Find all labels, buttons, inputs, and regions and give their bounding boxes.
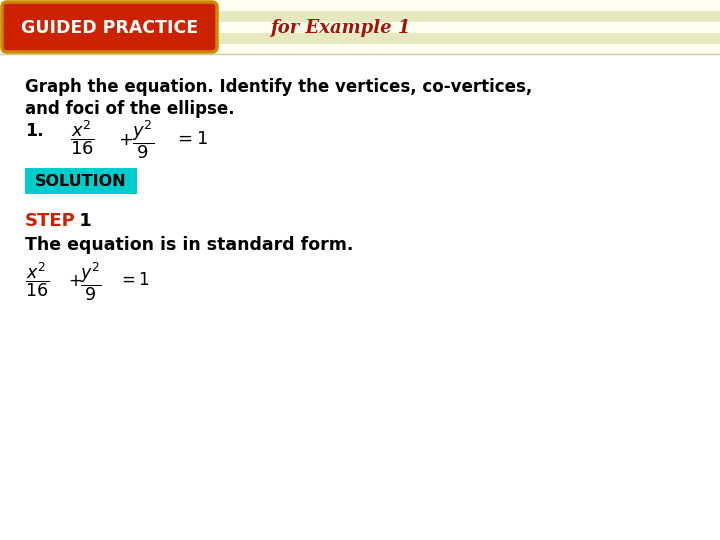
Bar (0, 231, 720, 242)
Text: 1: 1 (73, 212, 91, 230)
Bar (0, 363, 720, 374)
Bar (0, 462, 720, 473)
Bar (0, 473, 720, 484)
Bar (0, 286, 720, 297)
Text: SOLUTION: SOLUTION (35, 173, 127, 188)
Bar (0, 0, 720, 11)
Bar (0, 495, 720, 506)
Bar (0, 352, 720, 363)
Text: $\dfrac{y^2}{9}$: $\dfrac{y^2}{9}$ (80, 260, 102, 302)
Bar (0, 264, 720, 275)
Text: $= 1$: $= 1$ (174, 130, 208, 148)
Text: GUIDED PRACTICE: GUIDED PRACTICE (22, 19, 199, 37)
Bar (0, 198, 720, 209)
Bar (0, 253, 720, 264)
Bar (0, 517, 720, 528)
Bar (0, 297, 720, 308)
Bar (0, 330, 720, 341)
Text: $\dfrac{x^2}{16}$: $\dfrac{x^2}{16}$ (25, 260, 49, 299)
Bar (0, 220, 720, 231)
Bar (0, 308, 720, 319)
Text: $\dfrac{y^2}{9}$: $\dfrac{y^2}{9}$ (132, 118, 154, 161)
Text: for Example 1: for Example 1 (270, 19, 410, 37)
Text: 1.: 1. (25, 122, 44, 140)
Bar (0, 110, 720, 121)
Bar (0, 88, 720, 99)
Bar (0, 242, 720, 253)
Bar (0, 11, 720, 22)
Bar (0, 22, 720, 33)
Text: Graph the equation. Identify the vertices, co-vertices,: Graph the equation. Identify the vertice… (25, 78, 532, 96)
Bar (0, 506, 720, 517)
Text: The equation is in standard form.: The equation is in standard form. (25, 236, 354, 254)
Bar (0, 165, 720, 176)
Text: $= 1$: $= 1$ (118, 271, 150, 289)
Bar (0, 528, 720, 539)
Bar (0, 209, 720, 220)
Text: $\dfrac{x^2}{16}$: $\dfrac{x^2}{16}$ (70, 118, 95, 157)
Bar (0, 66, 720, 77)
Text: $+$: $+$ (118, 131, 133, 149)
Bar (0, 187, 720, 198)
Bar (0, 396, 720, 407)
Bar (0, 440, 720, 451)
FancyBboxPatch shape (2, 2, 217, 52)
Bar (0, 121, 720, 132)
Bar (0, 418, 720, 429)
Bar (0, 319, 720, 330)
Bar (0, 33, 720, 44)
Bar (0, 539, 720, 540)
Bar (0, 44, 720, 55)
Bar (0, 484, 720, 495)
Bar (0, 55, 720, 66)
Bar (0, 176, 720, 187)
Bar (0, 341, 720, 352)
Bar (0, 275, 720, 286)
Bar (0, 154, 720, 165)
Text: $+$: $+$ (68, 272, 82, 290)
Bar (0, 143, 720, 154)
Bar (0, 407, 720, 418)
Bar (0, 132, 720, 143)
Bar (0, 451, 720, 462)
Text: STEP: STEP (25, 212, 76, 230)
Bar (0, 385, 720, 396)
FancyBboxPatch shape (25, 168, 137, 194)
Bar (0, 374, 720, 385)
Bar (0, 429, 720, 440)
Bar (0, 77, 720, 88)
Bar (0, 99, 720, 110)
Text: and foci of the ellipse.: and foci of the ellipse. (25, 100, 235, 118)
